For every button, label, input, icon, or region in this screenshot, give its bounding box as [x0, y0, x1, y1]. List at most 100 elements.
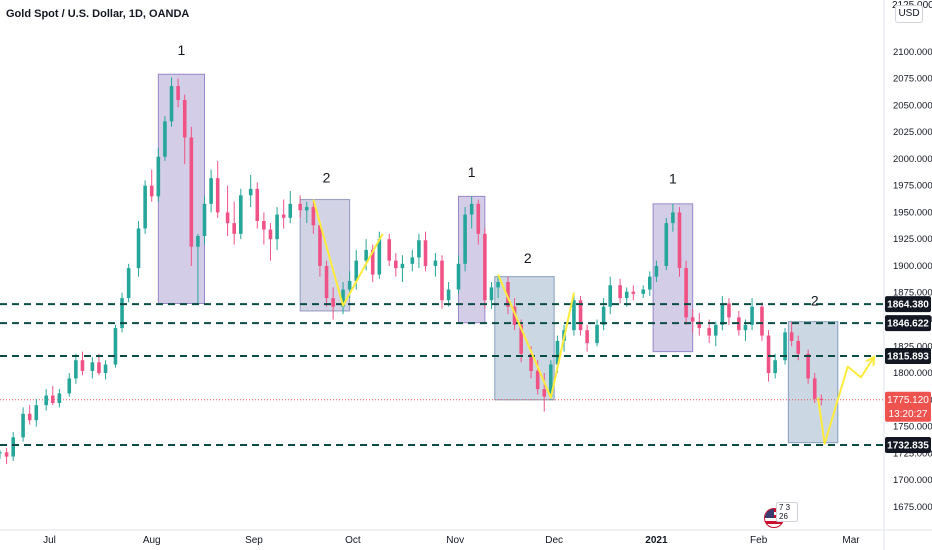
- candle-body: [331, 298, 335, 307]
- wave-zigzag: [497, 274, 575, 399]
- candle: [169, 77, 174, 127]
- candle: [113, 324, 118, 368]
- price-tick-label: 1950.000: [893, 207, 932, 218]
- candles-group: [0, 77, 824, 465]
- economic-events-widget[interactable]: 7 3 26: [762, 502, 798, 528]
- candle: [664, 217, 669, 271]
- candle-body: [209, 178, 213, 204]
- candle-body: [67, 378, 72, 394]
- candle: [215, 161, 220, 218]
- candle-body: [671, 212, 675, 224]
- candle-body: [377, 239, 382, 275]
- candle-body: [298, 203, 302, 211]
- candle: [690, 308, 695, 333]
- time-tick-label: Aug: [143, 535, 161, 546]
- candle: [750, 298, 754, 331]
- candle-body: [387, 239, 392, 261]
- candle: [255, 182, 260, 229]
- candle-body: [21, 413, 25, 438]
- candle-body: [713, 324, 718, 336]
- time-tick-label: Oct: [345, 535, 361, 546]
- candle-body: [664, 223, 669, 266]
- candle-body: [572, 300, 576, 331]
- candle: [90, 357, 95, 379]
- candle: [163, 116, 167, 162]
- candle-body: [707, 328, 711, 336]
- candle-body: [4, 452, 9, 457]
- candle-body: [542, 389, 547, 397]
- candle-body: [773, 360, 777, 374]
- candle: [120, 292, 124, 333]
- candle-body: [304, 207, 309, 211]
- candle: [67, 373, 72, 397]
- candle: [11, 431, 15, 461]
- candle-body: [275, 214, 279, 240]
- candle-body: [196, 235, 200, 247]
- candle: [641, 285, 646, 299]
- candle-body: [760, 306, 764, 336]
- candle: [812, 373, 817, 404]
- candle-body: [469, 203, 474, 215]
- candle: [281, 199, 286, 229]
- candle-body: [595, 324, 599, 344]
- candle: [585, 324, 589, 352]
- candle: [400, 255, 405, 283]
- price-tick-label: 1725.000: [893, 448, 932, 459]
- candle-body: [113, 328, 118, 365]
- candle: [4, 448, 9, 465]
- candle: [433, 253, 438, 277]
- wave-label: 1: [669, 171, 677, 187]
- candle-body: [684, 268, 688, 318]
- time-tick-label: 2021: [645, 535, 668, 546]
- candle: [496, 274, 500, 299]
- candle-body: [120, 298, 124, 329]
- candle-body: [690, 317, 695, 322]
- chart-title: Gold Spot / U.S. Dollar, 1D, OANDA: [6, 8, 190, 20]
- candle-body: [697, 321, 702, 329]
- candle: [387, 233, 392, 266]
- candle-body: [268, 229, 273, 240]
- candle-body: [370, 249, 375, 275]
- time-tick-label: Jul: [43, 535, 56, 546]
- candle: [225, 185, 230, 236]
- candle-body: [489, 287, 494, 301]
- candle-body: [97, 362, 101, 374]
- candle-body: [549, 364, 553, 397]
- candle-body: [225, 212, 230, 224]
- candle-body: [410, 257, 415, 264]
- candle-body: [311, 207, 316, 226]
- candle-body: [476, 203, 481, 234]
- candle-body: [806, 353, 810, 379]
- candle-body: [519, 324, 523, 354]
- candle: [176, 78, 180, 108]
- candle: [27, 405, 32, 425]
- candle-body: [90, 362, 95, 371]
- candle-body: [483, 233, 487, 301]
- candle-body: [156, 156, 161, 197]
- candle: [456, 255, 461, 294]
- candle-body: [506, 282, 510, 307]
- candle-body: [624, 291, 629, 299]
- candle: [713, 321, 718, 347]
- candle: [446, 282, 451, 307]
- candle-body: [677, 212, 682, 269]
- currency-selector-button[interactable]: USD: [895, 5, 923, 23]
- level-label-bg: [885, 296, 931, 313]
- candle-body: [440, 260, 444, 301]
- candle: [476, 199, 481, 245]
- candle: [324, 260, 329, 307]
- time-tick-label: Feb: [750, 535, 768, 546]
- candle: [394, 253, 398, 277]
- candle-body: [608, 285, 613, 307]
- candle: [417, 233, 421, 269]
- price-tick-label: 1900.000: [893, 261, 932, 272]
- wave-label: 2: [811, 293, 819, 309]
- candle: [440, 255, 444, 309]
- candle-body: [819, 398, 824, 400]
- candle-body: [347, 280, 352, 290]
- candle: [684, 260, 688, 325]
- candle-body: [238, 195, 243, 234]
- candle: [331, 287, 335, 320]
